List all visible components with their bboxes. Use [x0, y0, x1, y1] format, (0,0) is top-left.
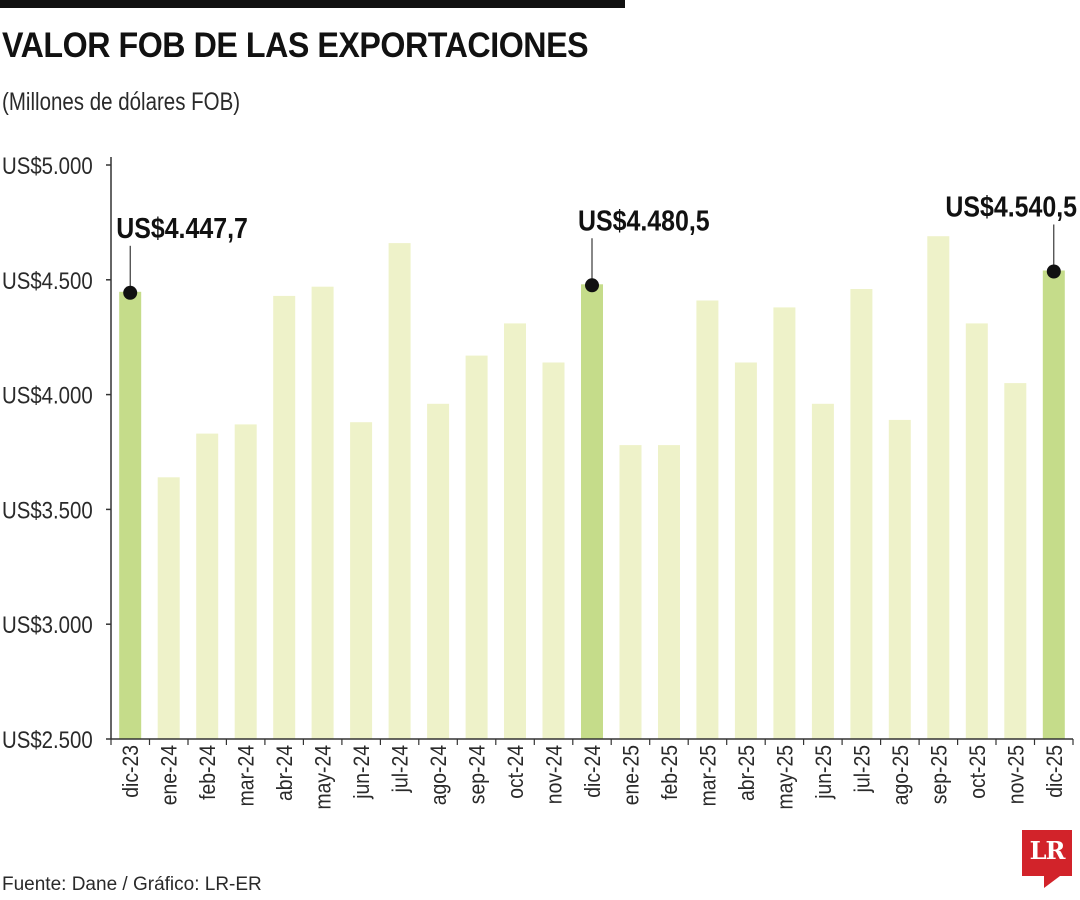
y-tick-label: US$2.500: [2, 726, 93, 753]
x-tick-label: ago-24: [427, 745, 451, 805]
x-tick-label: abr-25: [735, 745, 759, 801]
chart-title: VALOR FOB DE LAS EXPORTACIONES: [2, 26, 589, 65]
annotation-marker: [1046, 264, 1061, 279]
x-tick-label: feb-24: [196, 745, 220, 800]
lr-logo: LR: [1022, 830, 1072, 888]
annotation-marker: [123, 285, 138, 300]
bar: [388, 243, 411, 739]
x-tick-label: ago-25: [889, 745, 913, 805]
x-tick-label: mar-24: [235, 745, 259, 806]
bar: [504, 323, 526, 739]
bar: [696, 300, 719, 739]
x-tick-label: mar-25: [696, 745, 720, 806]
bar: [965, 323, 988, 739]
bar: [811, 403, 834, 739]
annotation-label: US$4.540,5: [945, 191, 1077, 223]
annotation-label: US$4.447,7: [116, 212, 248, 244]
x-tick-label: dic-23: [119, 745, 143, 798]
bar: [273, 295, 296, 739]
lr-logo-tail: [1044, 876, 1060, 888]
bar: [465, 355, 488, 739]
y-tick-label: US$3.000: [2, 612, 93, 639]
bar: [311, 286, 334, 739]
annotations-group: US$4.447,7 US$4.480,5 US$4.540,5: [116, 191, 1077, 300]
bar: [658, 445, 680, 739]
bar: [773, 307, 796, 739]
bar: [350, 422, 373, 739]
y-tick-label: US$4.500: [2, 267, 93, 294]
bar: [1004, 383, 1027, 739]
bar: [619, 445, 642, 739]
x-tick-label: oct-24: [504, 745, 528, 799]
x-tick-label: jun-25: [812, 745, 836, 800]
bar: [196, 433, 219, 739]
x-tick-label: feb-25: [658, 745, 682, 800]
x-tick-label: jun-24: [350, 745, 374, 800]
x-tick-label: nov-25: [1004, 745, 1028, 804]
bar: [157, 477, 180, 739]
bar: [850, 289, 873, 739]
bar-highlight: [1042, 270, 1065, 739]
x-tick-label: jul-24: [388, 745, 412, 793]
bar-chart: US$2.500 US$3.000 US$3.500 US$4.000 US$4.500…: [2, 152, 1077, 810]
y-tick-label: US$4.000: [2, 382, 93, 409]
bar: [734, 362, 757, 739]
bar: [427, 403, 450, 739]
source-note: Fuente: Dane / Gráfico: LR-ER: [2, 874, 262, 895]
bars-group: [119, 236, 1065, 739]
x-axis: dic-23 ene-24 feb-24 mar-24 abr-24 may-24 jun-…: [110, 738, 1074, 810]
y-tick-label: US$5.000: [2, 152, 93, 179]
chart-subtitle: (Millones de dólares FOB): [2, 88, 241, 116]
x-tick-label: may-25: [773, 745, 797, 810]
lr-logo-box: [1022, 830, 1072, 876]
x-tick-label: sep-24: [465, 745, 489, 804]
bar: [234, 424, 257, 739]
x-tick-label: oct-25: [966, 745, 990, 799]
x-tick-label: may-24: [311, 745, 335, 810]
x-tick-label: abr-24: [273, 745, 297, 801]
x-tick-label: ene-25: [619, 745, 643, 805]
x-tick-label: jul-25: [850, 745, 874, 793]
x-tick-label: dic-25: [1043, 745, 1067, 798]
x-tick-label: dic-24: [581, 745, 605, 798]
lr-logo-text: LR: [1029, 836, 1066, 865]
bar-highlight: [119, 291, 142, 739]
bar: [927, 236, 950, 739]
bar: [888, 419, 911, 739]
x-tick-label: nov-24: [542, 745, 566, 804]
bar: [542, 362, 565, 739]
annotation-label: US$4.480,5: [578, 205, 710, 237]
y-axis: US$2.500 US$3.000 US$3.500 US$4.000 US$4.500…: [2, 152, 112, 753]
x-tick-label: ene-24: [158, 745, 182, 805]
annotation-marker: [585, 278, 599, 293]
top-rule: [0, 0, 625, 8]
x-tick-label: sep-25: [927, 745, 951, 804]
y-tick-label: US$3.500: [2, 497, 93, 524]
bar-highlight: [581, 284, 603, 739]
